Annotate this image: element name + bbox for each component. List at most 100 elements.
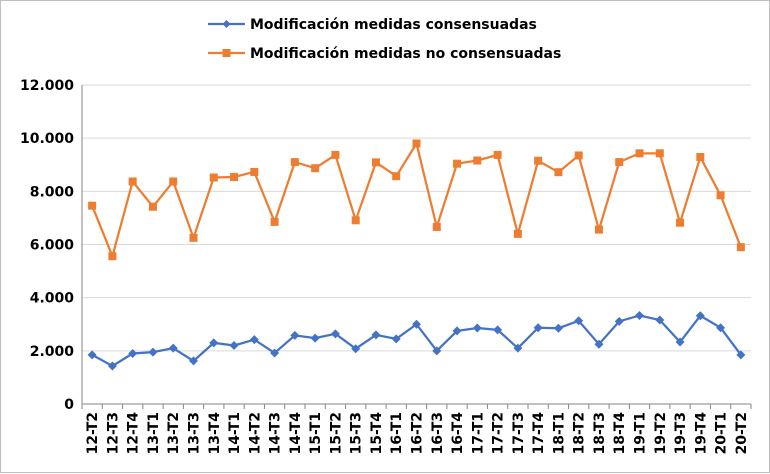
y-tick-label: 8.000 (30, 184, 75, 200)
x-tick-label: 15-T1 (308, 412, 324, 455)
x-tick-label: 15-T4 (369, 412, 385, 455)
x-tick-label: 12-T4 (126, 412, 142, 455)
data-point (696, 153, 705, 162)
x-tick-label: 16-T4 (450, 412, 466, 455)
data-point (513, 343, 523, 353)
data-point (675, 337, 685, 347)
data-point (635, 149, 644, 158)
x-tick-label: 12-T3 (105, 412, 121, 455)
x-tick-label: 20-T1 (714, 412, 730, 455)
y-tick-label: 12.000 (20, 78, 74, 94)
axes (81, 85, 752, 409)
data-point (371, 158, 380, 167)
x-axis-ticks: 12-T2 12-T3 12-T4 13-T1 13-T2 13-T3 13-T4 14-T1… (85, 412, 750, 455)
series-group (87, 139, 746, 371)
data-point (554, 168, 563, 177)
y-tick-label: 0 (64, 397, 74, 413)
x-tick-label: 14-T3 (268, 412, 284, 455)
data-point (290, 330, 300, 340)
data-point (107, 361, 117, 371)
x-tick-label: 15-T3 (349, 412, 365, 455)
data-point (331, 150, 340, 159)
legend: Modificación medidas consensuadas Modific… (208, 17, 561, 62)
data-point (493, 150, 502, 159)
data-point (310, 333, 320, 343)
data-point (635, 310, 644, 320)
y-tick-label: 2.000 (30, 344, 75, 360)
y-tick-label: 6.000 (30, 238, 75, 254)
x-tick-label: 16-T2 (410, 412, 426, 455)
legend-entry: Modificación medidas no consensuadas (208, 46, 561, 62)
data-point (594, 339, 604, 349)
data-point (229, 341, 239, 351)
data-point (230, 172, 239, 181)
data-point (189, 356, 198, 366)
data-point (493, 325, 503, 335)
gridlines (82, 84, 751, 352)
data-point (553, 323, 563, 333)
data-point (736, 350, 746, 360)
data-point (412, 139, 421, 148)
data-point (169, 177, 178, 186)
x-tick-label: 13-T1 (146, 412, 162, 455)
x-tick-label: 16-T1 (389, 412, 405, 455)
data-point (736, 243, 745, 252)
data-point (392, 172, 401, 181)
x-tick-label: 17-T3 (511, 412, 527, 455)
data-point (270, 217, 279, 226)
data-point (716, 191, 725, 200)
data-point (128, 348, 138, 358)
data-point (676, 218, 685, 227)
data-point (168, 343, 178, 353)
x-tick-label: 17-T4 (531, 412, 547, 455)
x-tick-label: 17-T2 (491, 412, 507, 455)
data-point (412, 319, 421, 329)
legend-marker (222, 49, 231, 57)
x-tick-label: 12-T2 (85, 412, 101, 455)
legend-marker (222, 20, 231, 28)
x-tick-label: 18-T2 (572, 412, 588, 455)
x-tick-label: 18-T4 (612, 412, 628, 455)
x-tick-label: 19-T3 (673, 412, 689, 455)
data-point (473, 156, 482, 165)
y-axis-ticks: 0 2.000 4.000 6.000 8.000 10.000 12.000 (20, 78, 74, 413)
data-point (574, 316, 584, 326)
data-point (108, 252, 117, 261)
data-point (351, 344, 361, 354)
x-tick-label: 20-T2 (734, 412, 750, 455)
legend-label: Modificación medidas consensuadas (250, 17, 537, 33)
data-point (148, 347, 158, 357)
data-point (87, 350, 97, 360)
data-point (655, 149, 664, 158)
x-tick-label: 14-T1 (227, 412, 243, 455)
data-point (250, 167, 259, 176)
data-point (209, 338, 219, 348)
data-point (614, 316, 624, 326)
data-point (432, 346, 442, 356)
x-tick-label: 13-T3 (187, 412, 203, 455)
y-tick-label: 10.000 (20, 131, 74, 147)
data-point (695, 311, 705, 321)
series-line (91, 140, 742, 260)
series-2 (88, 139, 745, 261)
data-point (574, 151, 583, 160)
data-point (88, 201, 97, 210)
data-point (351, 216, 360, 225)
data-point (655, 315, 665, 325)
x-tick-label: 19-T4 (693, 412, 709, 455)
x-tick-label: 17-T1 (470, 412, 486, 455)
data-point (128, 177, 137, 186)
data-point (716, 323, 726, 333)
legend-label: Modificación medidas no consensuadas (250, 46, 561, 62)
data-point (270, 348, 280, 358)
x-tick-label: 14-T4 (288, 412, 304, 455)
data-point (311, 164, 320, 173)
legend-entry: Modificación medidas consensuadas (208, 17, 537, 33)
data-point (330, 329, 340, 339)
x-tick-label: 19-T1 (633, 412, 649, 455)
x-tick-label: 18-T1 (551, 412, 567, 455)
data-point (371, 330, 381, 340)
data-point (209, 173, 218, 182)
